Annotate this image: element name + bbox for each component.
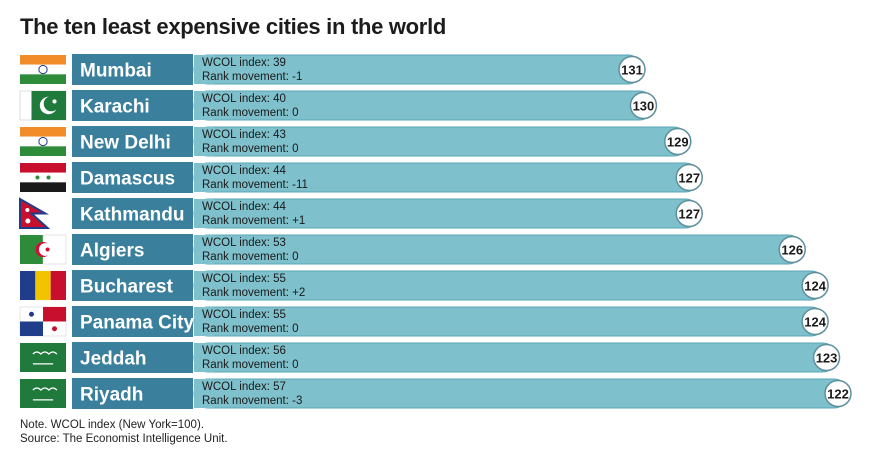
bar-row: Mumbai WCOL index: 39 Rank movement: -1 131 xyxy=(20,54,646,85)
rank-label: 129 xyxy=(667,135,689,150)
chart-title: The ten least expensive cities in the wo… xyxy=(20,14,447,39)
rank-movement-label: Rank movement: -1 xyxy=(202,71,302,83)
rank-circle xyxy=(664,127,692,156)
source-text: Source: The Economist Intelligence Unit. xyxy=(20,433,228,445)
city-label: Mumbai xyxy=(80,61,152,82)
bar-row: Bucharest WCOL index: 55 Rank movement: +2… xyxy=(20,270,829,301)
city-name-box xyxy=(72,342,193,373)
bar-left-fill xyxy=(194,199,214,228)
bar-row: Algiers WCOL index: 53 Rank movement: 0 126 xyxy=(20,234,806,265)
rank-circle xyxy=(675,163,703,192)
rank-circle xyxy=(675,199,703,228)
india-flag xyxy=(20,127,66,156)
city-name-box xyxy=(72,270,193,301)
city-label: Damascus xyxy=(80,169,175,190)
city-name-box xyxy=(72,306,193,337)
wcol-index-label: WCOL index: 56 xyxy=(202,345,286,357)
rank-label: 126 xyxy=(781,243,803,258)
wcol-index-label: WCOL index: 44 xyxy=(202,165,287,177)
wcol-index-label: WCOL index: 44 xyxy=(202,201,287,213)
bar-left-fill xyxy=(194,91,214,120)
city-label: Jeddah xyxy=(80,349,147,370)
rank-label: 122 xyxy=(827,387,849,402)
bar-left-fill xyxy=(194,307,214,336)
bar-row: Karachi WCOL index: 40 Rank movement: 0 130 xyxy=(19,90,658,121)
city-name-box xyxy=(72,126,193,157)
rank-circle xyxy=(618,55,646,84)
wcol-index-label: WCOL index: 53 xyxy=(202,237,286,249)
city-name-box xyxy=(72,90,193,121)
saudi-arabia-flag xyxy=(20,343,66,372)
rank-label: 127 xyxy=(678,171,700,186)
bar-row: Jeddah WCOL index: 56 Rank movement: 0 123 xyxy=(20,342,841,373)
rank-circle xyxy=(778,235,806,264)
city-label: Algiers xyxy=(80,241,144,262)
wcol-index-label: WCOL index: 40 xyxy=(202,93,286,105)
nepal-flag xyxy=(19,197,51,229)
rank-circle xyxy=(801,307,829,336)
rank-movement-label: Rank movement: 0 xyxy=(202,323,299,335)
city-label: Panama City xyxy=(80,313,194,334)
rank-movement-label: Rank movement: 0 xyxy=(202,143,299,155)
wcol-index-label: WCOL index: 39 xyxy=(202,57,286,69)
rank-label: 131 xyxy=(621,63,643,78)
algeria-flag xyxy=(20,234,67,265)
rank-movement-label: Rank movement: 0 xyxy=(202,251,299,263)
wcol-index-label: WCOL index: 55 xyxy=(202,309,286,321)
bar-left-fill xyxy=(194,235,214,264)
city-name-box xyxy=(72,378,193,409)
rank-circle xyxy=(812,343,841,372)
chart-note: Note. WCOL index (New York=100). Source:… xyxy=(20,418,228,446)
rank-circle xyxy=(824,379,852,408)
bar-left-fill xyxy=(194,271,214,300)
india-flag xyxy=(20,55,66,84)
rank-movement-label: Rank movement: -11 xyxy=(202,179,308,191)
rank-movement-label: Rank movement: +1 xyxy=(202,215,305,227)
rank-label: 124 xyxy=(804,279,826,294)
rank-label: 123 xyxy=(816,351,838,366)
city-label: Karachi xyxy=(80,97,150,118)
city-label: New Delhi xyxy=(80,133,171,154)
bar-row: Damascus WCOL index: 44 Rank movement: -11… xyxy=(20,162,703,193)
bar-left-fill xyxy=(194,163,214,192)
bar-row: Kathmandu WCOL index: 44 Rank movement: +1… xyxy=(19,197,703,229)
wcol-index-label: WCOL index: 43 xyxy=(202,129,286,141)
city-name-box xyxy=(72,162,193,193)
bar-row: Panama City WCOL index: 55 Rank movement: … xyxy=(19,306,829,337)
city-name-box xyxy=(72,198,193,229)
rank-label: 127 xyxy=(678,207,700,222)
bar-row: New Delhi WCOL index: 43 Rank movement: 0 1… xyxy=(20,126,692,157)
city-label: Riyadh xyxy=(80,385,143,406)
city-label: Bucharest xyxy=(80,277,174,298)
bar-left-fill xyxy=(194,379,214,408)
bar-left-fill xyxy=(194,127,214,156)
rank-movement-label: Rank movement: 0 xyxy=(202,359,299,371)
rank-circle xyxy=(801,271,829,300)
rank-movement-label: Rank movement: 0 xyxy=(202,107,299,119)
wcol-index-label: WCOL index: 55 xyxy=(202,273,286,285)
bar-left-fill xyxy=(194,343,214,372)
note-text: Note. WCOL index (New York=100). xyxy=(20,419,204,431)
rank-label: 124 xyxy=(804,315,826,330)
pakistan-flag xyxy=(19,90,67,121)
bar-left-fill xyxy=(194,55,214,84)
rank-movement-label: Rank movement: -3 xyxy=(202,395,302,407)
romania-flag xyxy=(20,271,66,300)
rank-movement-label: Rank movement: +2 xyxy=(202,287,305,299)
wcol-index-label: WCOL index: 57 xyxy=(202,381,286,393)
city-name-box xyxy=(72,54,193,85)
rank-circle xyxy=(629,91,658,120)
panama-flag xyxy=(19,306,67,337)
saudi-arabia-flag xyxy=(20,379,66,408)
rank-label: 130 xyxy=(633,99,655,114)
city-label: Kathmandu xyxy=(80,205,185,226)
city-name-box xyxy=(72,234,193,265)
syria-flag xyxy=(20,163,66,192)
bar-row: Riyadh WCOL index: 57 Rank movement: -3 122 xyxy=(20,378,852,409)
